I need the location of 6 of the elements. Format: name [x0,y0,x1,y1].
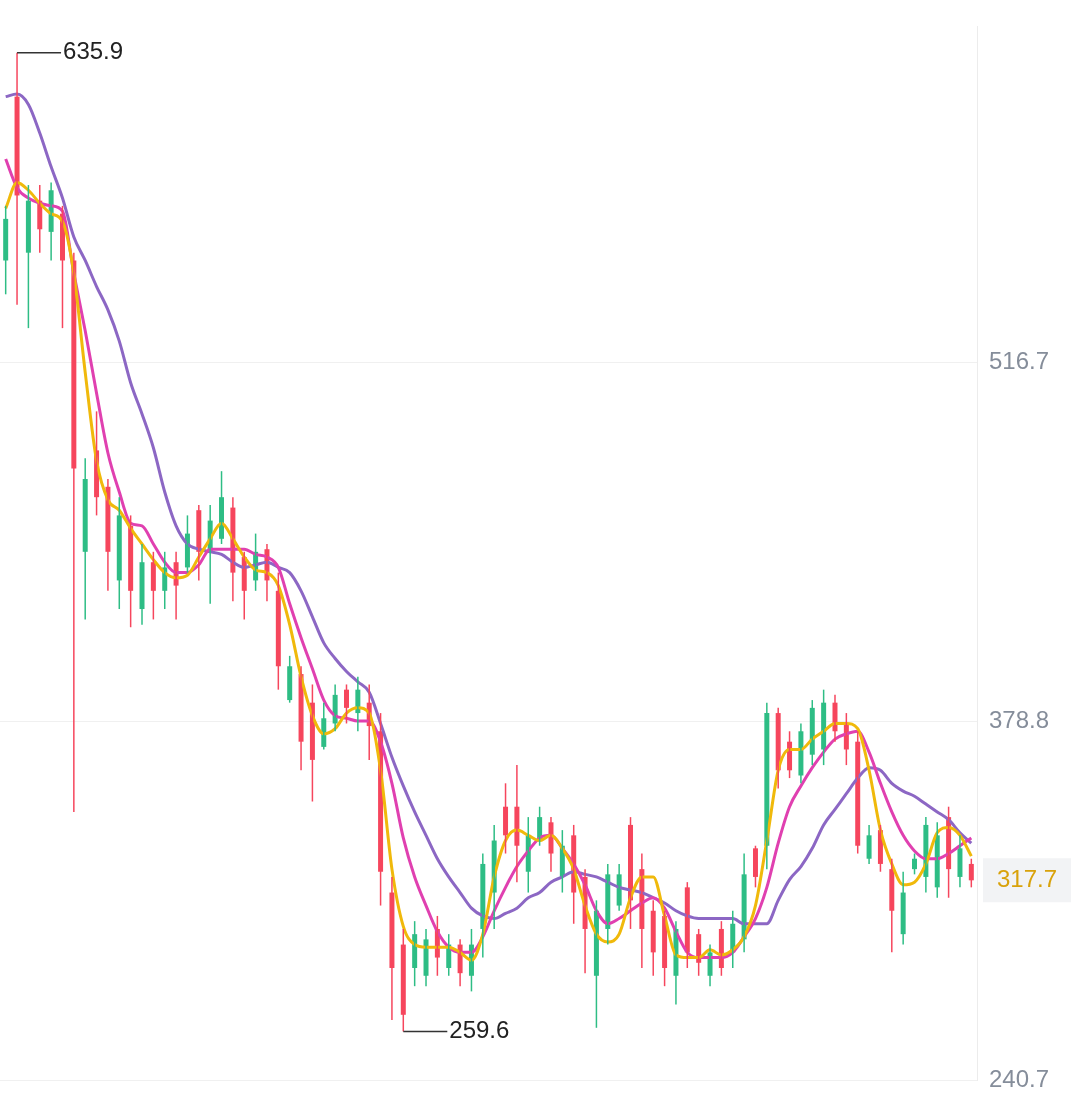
y-tick-label: 240.7 [989,1065,1050,1093]
annotation: 259.6 [449,1016,510,1044]
text: 317.7 [996,864,1058,892]
annotation: 635.9 [63,37,124,65]
y-tick-label: 378.8 [989,706,1050,734]
y-tick-label: 516.7 [989,347,1050,375]
